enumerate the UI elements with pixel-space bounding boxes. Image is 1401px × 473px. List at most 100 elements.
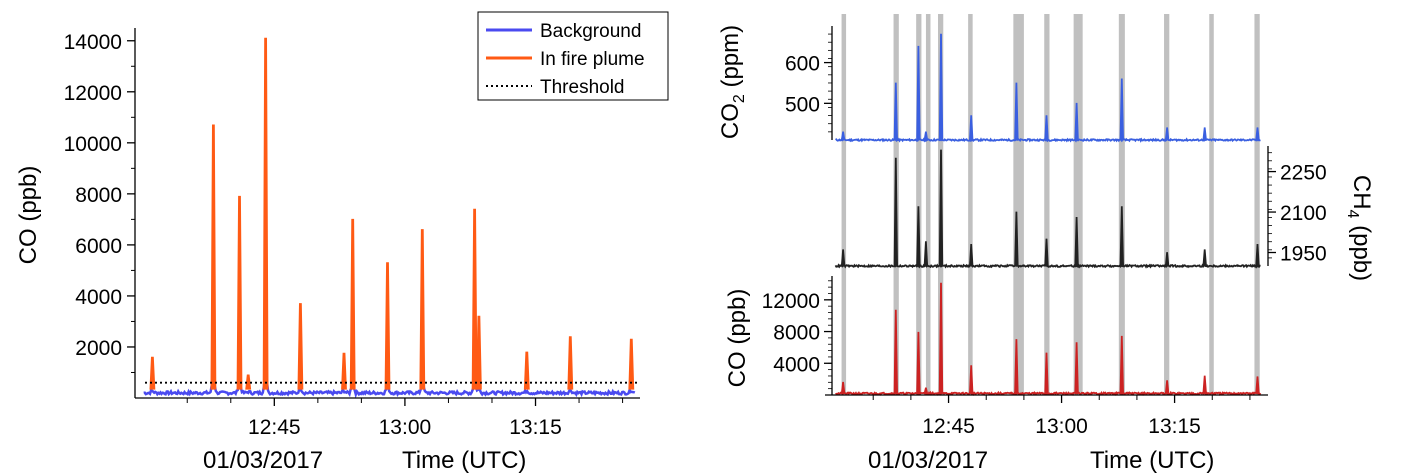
co-peak [916, 331, 921, 394]
ch4-peak [968, 244, 974, 267]
ch4-peak [1164, 252, 1170, 267]
ch4-y-tick-label: 2250 [1280, 162, 1327, 185]
co-label: CO (ppb) [724, 289, 751, 388]
left-y-tick-label: 8000 [75, 184, 122, 207]
ch4-y-tick-label: 1950 [1280, 243, 1327, 266]
legend-label-background: Background [540, 21, 641, 42]
ch4-peak [938, 149, 944, 267]
co2-peak [1202, 127, 1207, 141]
fire-plume-spike [628, 338, 635, 390]
plume-time-band [1013, 14, 1024, 395]
ch4-peak [1202, 249, 1207, 267]
plume-time-band [1254, 14, 1260, 395]
co2-peak [916, 45, 921, 141]
svg-text:CO (ppb): CO (ppb) [15, 166, 42, 265]
ch4-peak [840, 249, 846, 267]
fire-plume-spike [523, 351, 530, 390]
ch4-peak [1044, 238, 1049, 267]
fire-plume-spike [341, 352, 347, 390]
plume-time-band [968, 14, 973, 395]
co-peak [1074, 342, 1079, 394]
left-y-tick-label: 12000 [64, 82, 122, 105]
left-y-tick-label: 6000 [75, 235, 122, 258]
co-peak [1164, 380, 1170, 394]
right-x-tick-label: 13:00 [1035, 415, 1088, 438]
left-x-axis-label: Time (UTC) [402, 447, 526, 473]
fire-plume-spike [210, 124, 217, 390]
left-x-tick-label: 12:45 [248, 416, 301, 439]
co-peak [923, 387, 929, 394]
right-shaded-bands [841, 14, 1260, 395]
plume-time-band [1044, 14, 1050, 395]
co2-label: CO2 (ppm) [717, 25, 748, 139]
co2-peak [923, 131, 929, 141]
ch4-peak [916, 206, 921, 267]
ch4-label: CH4 (ppb) [1344, 175, 1375, 281]
legend-label-fire-plume: In fire plume [540, 49, 645, 70]
co2-peak [1074, 102, 1079, 141]
right-x-axis-label: Time (UTC) [1090, 447, 1214, 473]
left-chart: CO (ppb) 2000 4000 6000 8000 10000 12000 14000… [15, 11, 669, 473]
co-peak [840, 381, 846, 394]
fire-plume-spike [349, 218, 356, 390]
co2-y-tick-label: 600 [785, 53, 820, 76]
co2-peak [1255, 127, 1260, 141]
co2-peak [1014, 82, 1019, 141]
right-date-label: 01/03/2017 [868, 447, 988, 473]
ch4-peak [1014, 211, 1019, 267]
fire-plume-spike [471, 208, 478, 390]
co-peak [1119, 335, 1125, 394]
co2-peak [1164, 127, 1170, 141]
plume-time-band [1118, 14, 1125, 395]
fire-plume-spike [245, 374, 252, 390]
co-peak [938, 282, 944, 394]
co-y-tick-label: 12000 [762, 290, 820, 313]
ch4-peak [893, 157, 899, 267]
left-y-tick-label: 2000 [75, 337, 122, 360]
legend: Background In fire plume Threshold [477, 11, 669, 101]
plume-time-band [1164, 14, 1170, 395]
co-panel: 4000 8000 12000 [762, 276, 1262, 396]
ch4-panel: 1950 2100 2250 [834, 146, 1327, 269]
left-y-tick-label: 10000 [64, 133, 122, 156]
ch4-peak [1119, 206, 1125, 267]
plume-time-band [841, 14, 847, 395]
fire-plume-spike [384, 262, 391, 390]
plume-time-band [916, 14, 922, 395]
ch4-peak [923, 241, 929, 267]
ch4-peak [1255, 244, 1260, 267]
left-y-tick-label: 4000 [75, 286, 122, 309]
fire-plume-spike [475, 315, 482, 390]
ch4-peak [1074, 217, 1079, 267]
ch4-y-tick-label: 2100 [1280, 202, 1327, 225]
left-x-tick-label: 13:00 [379, 416, 432, 439]
co2-axis-label: CO2 (ppm) [717, 25, 748, 139]
fire-plume-spike [567, 336, 574, 390]
co2-panel: 500 600 [785, 26, 1261, 143]
co2-peak [968, 115, 974, 141]
co-peak [1255, 376, 1260, 394]
plume-time-band [925, 14, 931, 395]
co2-peak [938, 33, 944, 141]
co-peak [1014, 339, 1019, 394]
co-peak [1044, 352, 1049, 394]
legend-box [477, 11, 669, 101]
right-chart: 500 600 1950 2100 2250 4000 8000 12000 12:45 13:… [717, 14, 1375, 473]
co2-y-tick-label: 500 [785, 93, 820, 116]
plume-time-band [1073, 14, 1083, 395]
co-y-tick-label: 4000 [773, 353, 820, 376]
ch4-axis-label: CH4 (ppb) [1344, 175, 1375, 281]
left-y-ticks: 2000 4000 6000 8000 10000 12000 14000 [64, 31, 135, 373]
co-peak [893, 309, 899, 394]
co2-peak [1044, 115, 1049, 141]
left-y-tick-label: 14000 [64, 31, 122, 54]
co-peak [968, 365, 974, 394]
plume-time-band [1209, 14, 1214, 395]
fire-plume-spike [149, 356, 156, 390]
fire-plume-spike [262, 37, 269, 390]
left-x-ticks: 12:45 13:00 13:15 [186, 398, 624, 439]
fire-plume-spike [236, 195, 243, 390]
right-x-tick-label: 12:45 [922, 415, 975, 438]
background-series-line [143, 371, 636, 399]
left-y-axis-label: CO (ppb) [15, 166, 42, 265]
